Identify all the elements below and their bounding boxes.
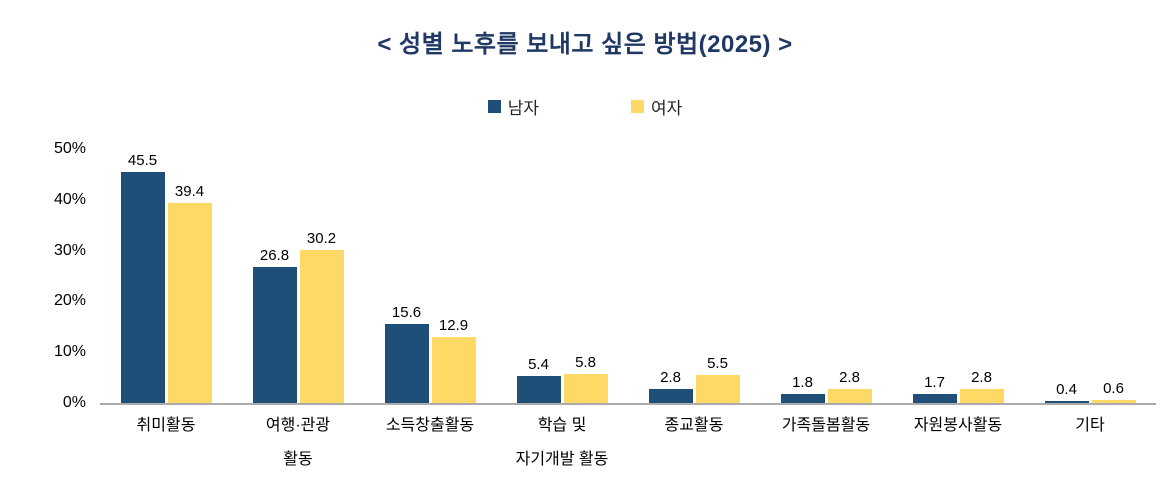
bar-group: 0.4 0.6 기타 <box>1024 149 1156 434</box>
bar-column-female: 2.8 <box>827 149 872 403</box>
bar-male <box>384 323 429 403</box>
legend-item-female: 여자 <box>631 94 682 119</box>
bar-male <box>252 266 297 403</box>
bar-column-male: 15.6 <box>384 149 429 403</box>
bar-female <box>695 375 740 403</box>
bar-group: 2.8 5.5 종교활동 <box>628 149 760 434</box>
bar-value-label: 5.4 <box>528 355 549 373</box>
bar-female <box>959 388 1004 403</box>
bar-male <box>912 394 957 403</box>
bar-value-label: 2.8 <box>839 368 860 386</box>
bar-female <box>167 202 212 403</box>
bar-group: 45.5 39.4 취미활동 <box>100 149 232 434</box>
bar-value-label: 15.6 <box>391 303 422 321</box>
bar-column-female: 0.6 <box>1091 149 1136 403</box>
bar-value-label: 5.5 <box>707 355 728 373</box>
bar-group: 1.7 2.8 자원봉사활동 <box>892 149 1024 434</box>
bar-male <box>648 388 693 403</box>
bar-value-label: 2.8 <box>971 368 992 386</box>
legend-label-male: 남자 <box>507 98 539 118</box>
category-label: 종교활동 <box>664 417 724 434</box>
bar-male <box>120 171 165 403</box>
legend-swatch-female <box>631 99 644 113</box>
category-label: 소득창출활동 <box>385 417 475 434</box>
bar-value-label: 5.8 <box>575 353 596 371</box>
bar-female <box>431 337 476 403</box>
bar-value-label: 0.4 <box>1056 380 1077 398</box>
category-label: 가족돌봄활동 <box>781 417 871 434</box>
bar-male <box>780 393 825 403</box>
legend-label-female: 여자 <box>651 98 683 118</box>
bar-column-male: 2.8 <box>648 149 693 403</box>
bar-group: 1.8 2.8 가족돌봄활동 <box>760 149 892 434</box>
bar-female <box>299 249 344 403</box>
bar-female <box>1091 399 1136 403</box>
bar-column-female: 30.2 <box>299 149 344 403</box>
bar-column-male: 1.7 <box>912 149 957 403</box>
bar-group: 26.8 30.2 여행·관광 활동 <box>232 149 364 468</box>
bar-column-male: 5.4 <box>516 149 561 403</box>
y-axis-tick: 30% <box>53 241 86 259</box>
bar-female <box>827 388 872 403</box>
chart-title: < 성별 노후를 보내고 싶은 방법(2025) > <box>377 31 793 58</box>
category-label: 여행·관광 활동 <box>265 417 331 469</box>
bar-column-female: 5.5 <box>695 149 740 403</box>
bar-female <box>563 373 608 403</box>
plot-area: 0% 10% 20% 30% 40% 50% 45.5 39.4 취미활동 26.8 30.2 여행·… <box>54 140 1156 469</box>
legend-swatch-male <box>487 99 501 113</box>
y-axis-tick: 40% <box>53 190 86 208</box>
bar-male <box>516 375 561 403</box>
bar-value-label: 26.8 <box>259 246 290 264</box>
y-axis-tick: 20% <box>53 292 86 310</box>
y-axis-tick: 10% <box>53 343 86 361</box>
bar-column-male: 0.4 <box>1044 149 1089 403</box>
category-label: 기타 <box>1075 417 1105 434</box>
bar-value-label: 2.8 <box>660 368 681 386</box>
bar-column-male: 26.8 <box>252 149 297 403</box>
legend-item-male: 남자 <box>487 94 539 119</box>
bar-value-label: 45.5 <box>127 151 158 169</box>
bar-value-label: 12.9 <box>438 317 469 335</box>
chart-legend: 남자 여자 <box>0 97 1170 118</box>
bar-group: 15.6 12.9 소득창출활동 <box>364 149 496 434</box>
bar-column-male: 45.5 <box>120 149 165 403</box>
category-label: 자원봉사활동 <box>913 417 1003 434</box>
bar-column-male: 1.8 <box>780 149 825 403</box>
bar-value-label: 30.2 <box>306 229 337 247</box>
bar-column-female: 5.8 <box>563 149 608 403</box>
bar-column-female: 12.9 <box>431 149 476 403</box>
category-label: 학습 및 자기개발 활동 <box>515 417 609 469</box>
bar-value-label: 1.8 <box>792 373 813 391</box>
bar-male <box>1044 400 1089 403</box>
y-axis-tick: 0% <box>62 394 86 411</box>
bar-value-label: 0.6 <box>1103 379 1124 397</box>
category-label: 취미활동 <box>136 417 196 434</box>
bar-value-label: 1.7 <box>924 374 945 392</box>
bar-column-female: 2.8 <box>959 149 1004 403</box>
bar-value-label: 39.4 <box>174 182 205 200</box>
bar-group: 5.4 5.8 학습 및 자기개발 활동 <box>496 149 628 469</box>
y-axis-tick: 50% <box>53 140 86 157</box>
chart-region: 0% 10% 20% 30% 40% 50% 45.5 39.4 취미활동 26.8 30.2 여행·… <box>54 140 1156 489</box>
bar-column-female: 39.4 <box>167 149 212 403</box>
